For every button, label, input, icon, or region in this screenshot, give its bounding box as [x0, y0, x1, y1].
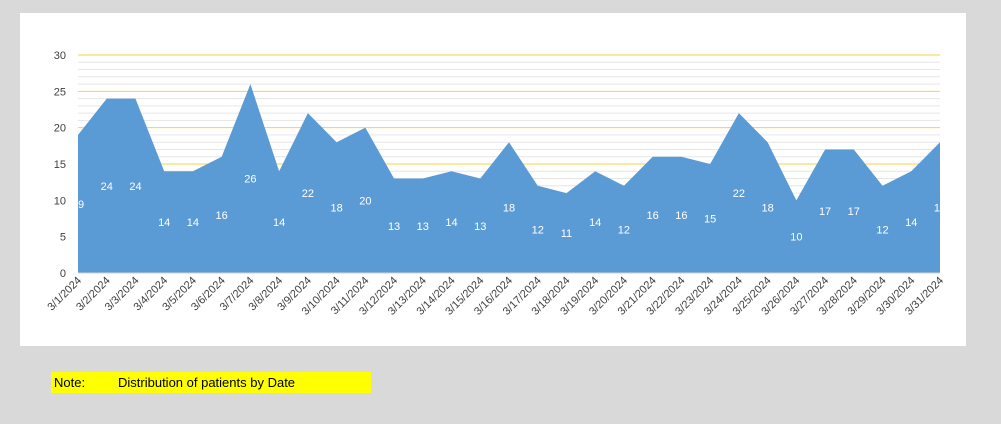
y-axis-ticks: 0 5 10 15 20 25 30	[54, 50, 66, 280]
data-label: 13	[474, 221, 486, 233]
data-label: 14	[273, 217, 285, 229]
data-label: 22	[733, 188, 745, 200]
y-tick-label: 15	[54, 159, 66, 171]
y-tick-label: 30	[54, 50, 66, 62]
y-tick-label: 5	[60, 232, 66, 244]
data-label: 13	[388, 221, 400, 233]
y-tick-label: 25	[54, 86, 66, 98]
data-label: 11	[561, 228, 572, 240]
data-label: 18	[934, 203, 946, 215]
area-chart: 0 5 10 15 20 25 30 3/1/20243/2/20243/3/20243/4…	[45, 50, 946, 318]
y-tick-label: 0	[60, 268, 66, 280]
data-label: 16	[216, 210, 228, 222]
data-label: 16	[647, 210, 659, 222]
data-label: 16	[675, 210, 687, 222]
data-label: 14	[589, 217, 601, 229]
data-label: 22	[302, 188, 314, 200]
note-box: Note: Distribution of patients by Date	[51, 372, 371, 393]
data-label: 14	[187, 217, 199, 229]
data-label: 18	[761, 203, 773, 215]
data-label: 18	[330, 203, 342, 215]
x-axis-ticks: 3/1/20243/2/20243/3/20243/4/20243/5/2024…	[45, 275, 946, 318]
data-label: 20	[359, 195, 371, 207]
data-label: 17	[819, 206, 831, 218]
data-labels: 19 24 24 14 14 16 26 14 22 18 20 13 13 14 13 18 12 11 14 12…	[72, 174, 946, 244]
note-text: Distribution of patients by Date	[118, 375, 296, 390]
data-label: 13	[417, 221, 429, 233]
data-label: 15	[704, 214, 716, 226]
data-label: 24	[101, 181, 113, 193]
data-label: 12	[876, 224, 888, 236]
chart-panel: 0 5 10 15 20 25 30 3/1/2024 3/2/2024 3/3/2024 3/4…	[20, 13, 966, 346]
data-label: 14	[905, 217, 917, 229]
data-label: 14	[445, 217, 457, 229]
data-label: 14	[158, 217, 170, 229]
note-label: Note:	[54, 375, 86, 390]
area-fill	[78, 84, 940, 273]
area-series	[78, 84, 940, 274]
data-label: 12	[618, 224, 630, 236]
y-tick-label: 20	[54, 123, 66, 135]
data-label: 10	[790, 232, 802, 244]
data-label: 18	[503, 203, 515, 215]
data-label: 26	[244, 174, 256, 186]
y-tick-label: 10	[54, 195, 66, 207]
data-label: 19	[72, 199, 84, 211]
data-label: 24	[129, 181, 141, 193]
data-label: 12	[532, 224, 544, 236]
data-label: 17	[848, 206, 860, 218]
